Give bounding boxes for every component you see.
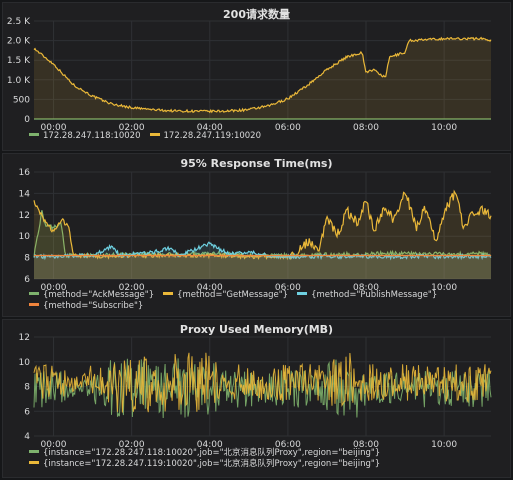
legend-item[interactable]: {method="GetMessage"} [163,290,288,301]
legend-item[interactable]: {instance="172.28.247.119:10020",job="北京… [29,459,380,470]
series-area [34,255,491,279]
requests-title: 200请求数量 [223,8,290,21]
legend-item[interactable]: {method="PublishMessage"} [297,290,437,301]
y-tick-label: 16 [19,168,31,178]
x-tick-label: 06:00 [275,123,301,133]
x-tick-label: 04:00 [197,440,223,450]
x-tick-label: 04:00 [197,123,223,133]
legend-item[interactable]: {method="Subscribe"} [29,301,143,312]
x-tick-label: 08:00 [353,440,379,450]
legend-swatch [29,133,39,136]
legend-label: {method="Subscribe"} [43,301,144,311]
x-tick-label: 10:00 [431,440,457,450]
y-tick-label: 10 [19,232,31,242]
legend-swatch [29,461,39,464]
latency-panel: 95% Response Time(ms) 6 8 10 12 14 16 00:00 02:… [2,153,511,317]
legend-item[interactable]: {method="AckMessage"} [29,290,154,301]
y-tick-label: 8 [24,383,30,393]
legend-item[interactable]: 172.28.247.119:10020 [149,131,262,142]
legend-swatch [29,450,39,453]
memory-title: Proxy Used Memory(MB) [179,323,334,336]
memory-legend: {instance="172.28.247.118:10020",job="北京… [29,448,506,470]
y-tick-label: 2.0 K [7,37,31,47]
x-tick-label: 08:00 [353,283,379,293]
legend-swatch [163,292,174,295]
requests-chart: 0 500 1.0 K 1.5 K 2.0 K 2.5 K 00:00 02:00 04:00 0… [7,17,492,133]
y-tick-label: 1.0 K [7,76,31,86]
legend-label: {instance="172.28.247.119:10020",job="北京… [43,459,381,469]
x-tick-label: 02:00 [119,123,145,133]
series-area [34,242,491,279]
x-tick-label: 06:00 [275,440,301,450]
latency-legend: {method="AckMessage"} {method="GetMessage… [29,290,506,312]
series-line [33,36,492,114]
latency-title: 95% Response Time(ms) [180,157,333,170]
series-area [34,37,491,119]
y-tick-label: 12 [19,333,30,343]
legend-label: 172.28.247.119:10020 [163,131,262,141]
x-tick-label: 00:00 [41,123,67,133]
series-line [33,352,492,413]
memory-panel: Proxy Used Memory(MB) 4 6 8 10 12 00:00 02:00 0… [2,319,511,478]
series-area [34,210,491,279]
legend-swatch [297,292,308,295]
legend-label: {method="AckMessage"} [43,290,155,300]
legend-label: {method="GetMessage"} [177,290,289,300]
legend-label: {instance="172.28.247.118:10020",job="北京… [43,448,381,458]
legend-swatch [149,133,160,136]
latency-chart: 6 8 10 12 14 16 00:00 02:00 04:00 06:00 08:00 10:00 [19,168,492,293]
memory-chart: 4 6 8 10 12 00:00 02:00 04:00 06:00 08:00 10:00 [19,333,492,450]
legend-label: 172.28.247.118:10020 [43,131,141,141]
x-tick-label: 10:00 [431,123,457,133]
x-tick-label: 00:00 [41,440,67,450]
y-tick-label: 500 [13,95,30,105]
y-tick-label: 4 [24,432,30,442]
legend-label: {method="PublishMessage"} [311,290,438,300]
x-tick-label: 00:00 [41,283,67,293]
y-tick-label: 1.5 K [7,56,31,66]
x-tick-label: 10:00 [431,283,457,293]
y-tick-label: 12 [19,211,30,221]
requests-panel: 200请求数量 0 500 1.0 K 1.5 K 2.0 K 2.5 K 00:00 02:… [2,2,511,151]
y-tick-label: 6 [24,275,30,285]
x-tick-label: 04:00 [197,283,223,293]
y-tick-label: 8 [24,254,30,264]
x-tick-label: 02:00 [119,440,145,450]
y-tick-label: 0 [24,115,30,125]
x-tick-label: 06:00 [275,283,301,293]
requests-legend: 172.28.247.118:10020 172.28.247.119:10020 [29,131,506,142]
y-tick-label: 2.5 K [7,17,31,27]
x-tick-label: 02:00 [119,283,145,293]
y-tick-label: 6 [24,407,30,417]
legend-swatch [29,292,39,295]
legend-item[interactable]: {instance="172.28.247.118:10020",job="北京… [29,448,380,459]
legend-item[interactable]: 172.28.247.118:10020 [29,131,141,142]
y-tick-label: 10 [19,358,31,368]
x-tick-label: 08:00 [353,123,379,133]
legend-swatch [29,303,39,306]
y-tick-label: 14 [19,189,31,199]
